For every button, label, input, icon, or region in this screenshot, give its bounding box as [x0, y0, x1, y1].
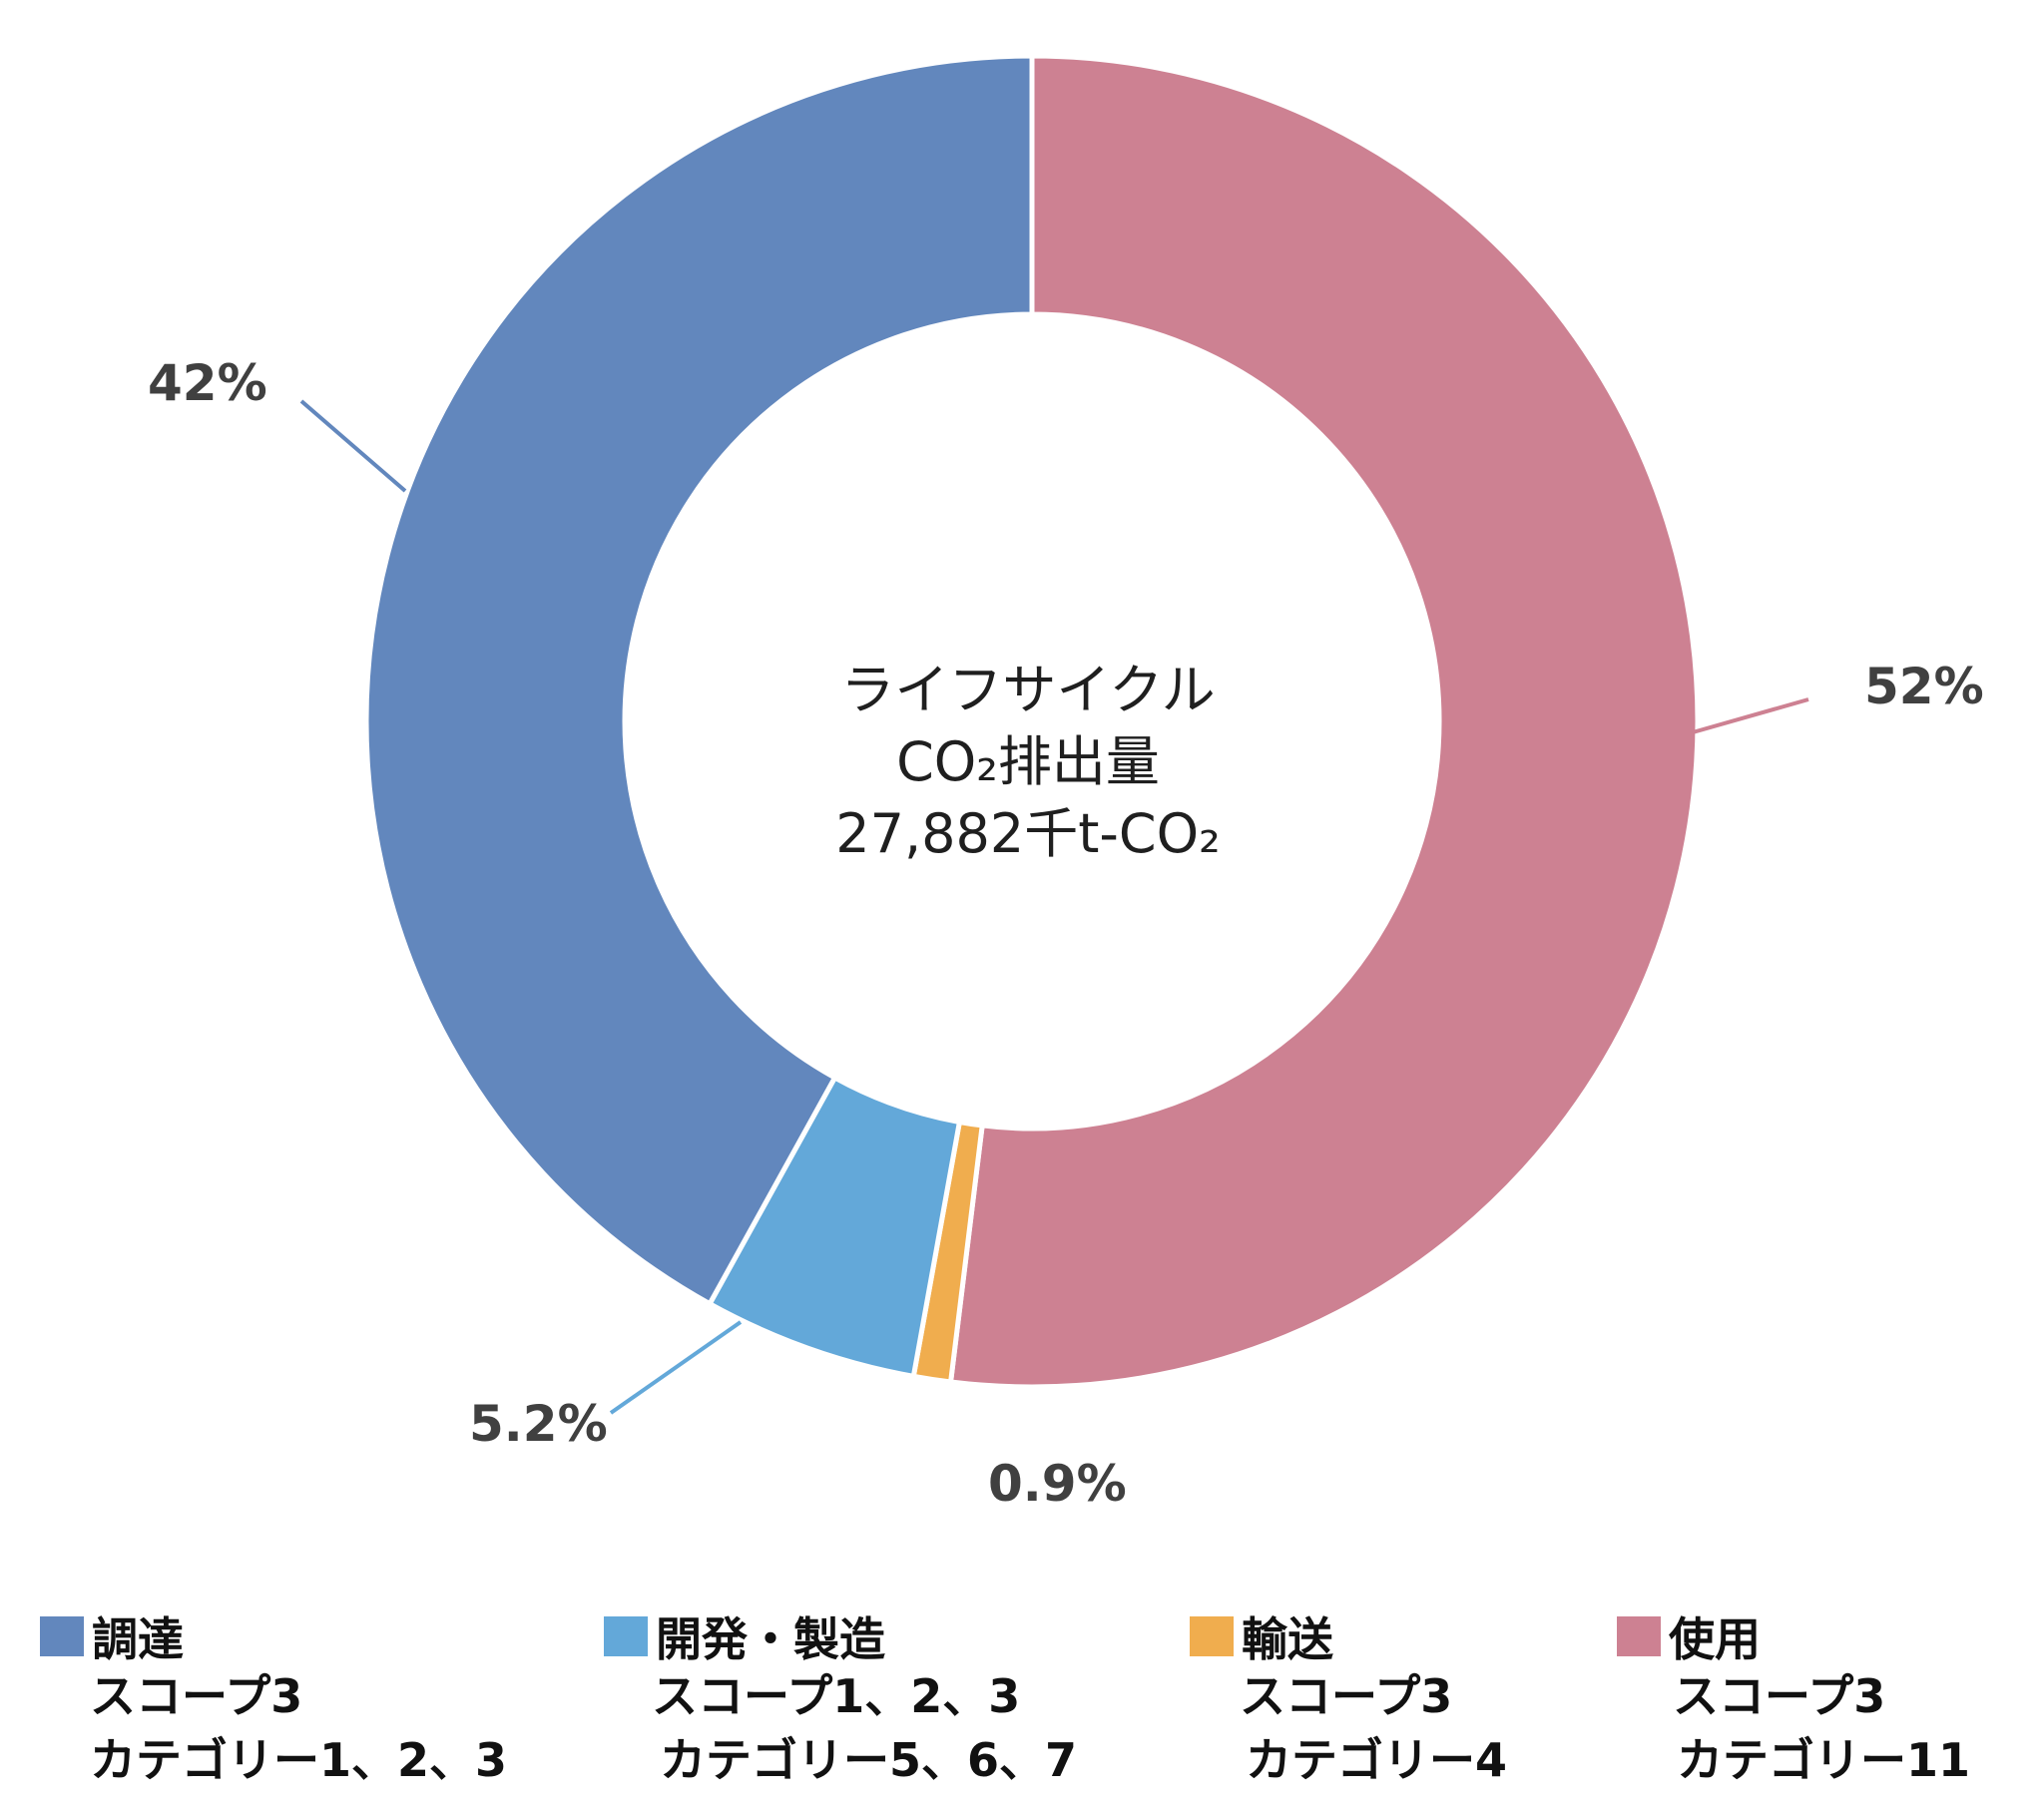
legend-scope: スコープ3	[1240, 1669, 1453, 1723]
legend-swatch-use	[1617, 1616, 1661, 1656]
legend-scope: スコープ1、2、3	[652, 1669, 1021, 1723]
data-label-development: 5.2%	[469, 1395, 608, 1453]
legend-name: 輸送	[1242, 1612, 1333, 1666]
center-label-line-3: 27,882千t-CO₂	[835, 802, 1221, 865]
legend-category: カテゴリー5、6、7	[660, 1733, 1078, 1787]
data-label-use: 52%	[1864, 658, 1984, 715]
center-label-line-2: CO₂排出量	[896, 730, 1160, 793]
legend-scope: スコープ3	[90, 1669, 303, 1723]
legend-item-transport: 輸送 スコープ3 カテゴリー4	[1190, 1608, 1507, 1798]
leader-line-procurement	[299, 399, 407, 493]
data-label-procurement: 42%	[148, 354, 267, 412]
legend-item-procurement: 調達 スコープ3 カテゴリー1、2、3	[40, 1608, 507, 1798]
slice-use	[947, 53, 1701, 1390]
legend-category: カテゴリー1、2、3	[90, 1733, 508, 1787]
legend-name: 開発・製造	[656, 1612, 885, 1666]
legend-item-development: 開発・製造 スコープ1、2、3 カテゴリー5、6、7	[604, 1608, 1077, 1798]
leader-line-development	[609, 1320, 743, 1415]
legend-item-use: 使用 スコープ3 カテゴリー11	[1617, 1608, 1970, 1798]
legend-category: カテゴリー11	[1677, 1733, 1971, 1787]
data-label-transport: 0.9%	[988, 1455, 1127, 1513]
legend-scope: スコープ3	[1673, 1669, 1886, 1723]
legend-swatch-transport	[1190, 1616, 1234, 1656]
slice-procurement	[363, 53, 1035, 1308]
leader-line-use	[1692, 697, 1809, 734]
legend-swatch-procurement	[40, 1616, 84, 1656]
center-label: ライフサイクル CO₂排出量 27,882千t-CO₂	[719, 655, 1337, 870]
legend-name: 調達	[92, 1612, 184, 1666]
legend-swatch-development	[604, 1616, 648, 1656]
center-label-line-1: ライフサイクル	[840, 659, 1216, 721]
legend-name: 使用	[1669, 1612, 1761, 1666]
legend-category: カテゴリー4	[1246, 1733, 1508, 1787]
